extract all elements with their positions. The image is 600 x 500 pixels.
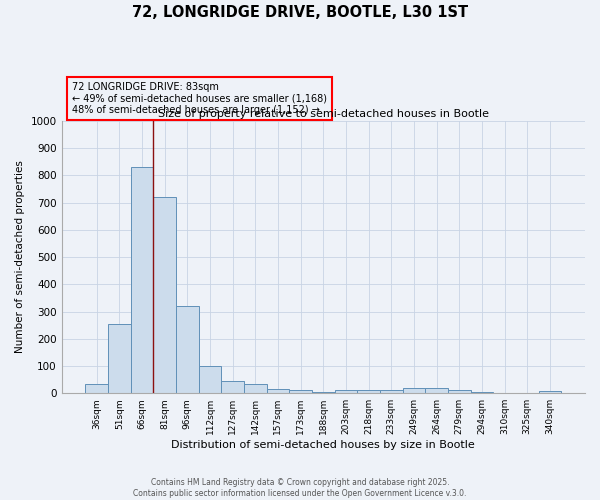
Bar [108, 324, 131, 393]
Y-axis label: Number of semi-detached properties: Number of semi-detached properties [15, 160, 25, 354]
Bar [312, 392, 335, 393]
Bar [244, 384, 266, 393]
Bar [448, 390, 470, 393]
X-axis label: Distribution of semi-detached houses by size in Bootle: Distribution of semi-detached houses by … [172, 440, 475, 450]
Bar [199, 366, 221, 393]
Text: 72, LONGRIDGE DRIVE, BOOTLE, L30 1ST: 72, LONGRIDGE DRIVE, BOOTLE, L30 1ST [132, 5, 468, 20]
Title: Size of property relative to semi-detached houses in Bootle: Size of property relative to semi-detach… [158, 108, 489, 118]
Bar [335, 390, 357, 393]
Bar [539, 391, 561, 393]
Bar [403, 388, 425, 393]
Bar [85, 384, 108, 393]
Bar [380, 390, 403, 393]
Bar [176, 306, 199, 393]
Bar [266, 389, 289, 393]
Bar [289, 390, 312, 393]
Bar [221, 381, 244, 393]
Bar [131, 167, 154, 393]
Bar [470, 392, 493, 393]
Bar [154, 197, 176, 393]
Text: Contains HM Land Registry data © Crown copyright and database right 2025.
Contai: Contains HM Land Registry data © Crown c… [133, 478, 467, 498]
Text: 72 LONGRIDGE DRIVE: 83sqm
← 49% of semi-detached houses are smaller (1,168)
48% : 72 LONGRIDGE DRIVE: 83sqm ← 49% of semi-… [72, 82, 327, 116]
Bar [425, 388, 448, 393]
Bar [357, 390, 380, 393]
